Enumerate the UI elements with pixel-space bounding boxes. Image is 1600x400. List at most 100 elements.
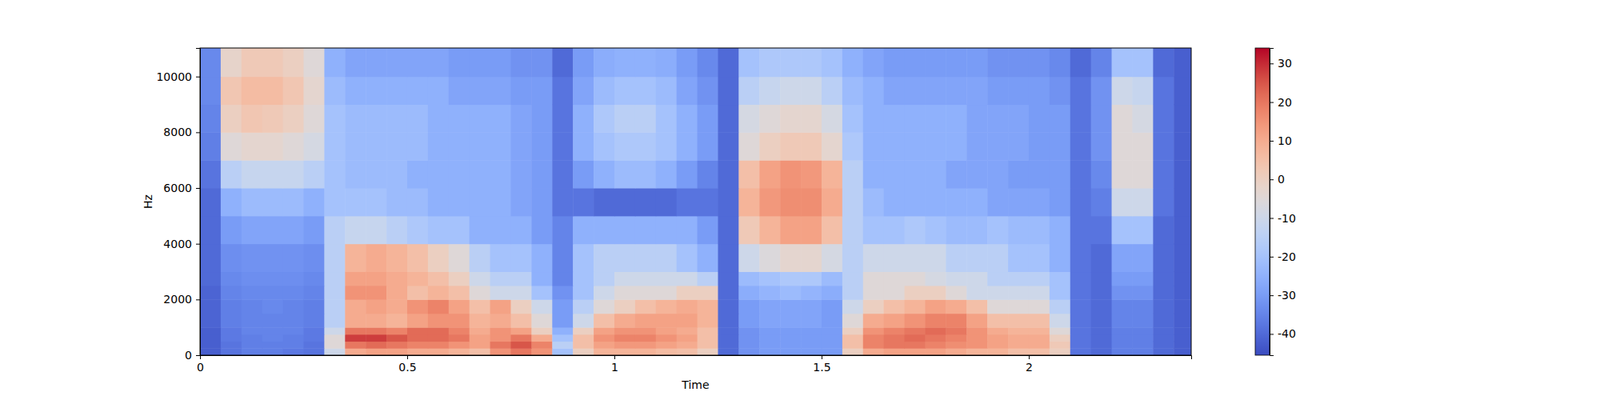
cell	[593, 132, 615, 160]
cell	[738, 334, 760, 342]
cell	[945, 104, 967, 133]
cell	[904, 216, 926, 244]
colorbar-tick-label: 10	[1277, 134, 1292, 148]
cell	[593, 334, 615, 342]
cell	[510, 48, 532, 77]
colorbar-tick-label: 0	[1277, 172, 1285, 186]
cell	[1132, 132, 1153, 160]
cell	[428, 104, 449, 133]
cell	[1152, 48, 1174, 77]
cell	[344, 341, 366, 349]
cell	[738, 285, 760, 300]
cell	[863, 327, 884, 335]
cell	[262, 272, 284, 287]
cell	[1152, 334, 1174, 342]
cell	[717, 216, 739, 244]
cell	[1070, 327, 1092, 335]
cell	[821, 48, 843, 77]
cell	[365, 341, 387, 349]
cell	[863, 216, 884, 244]
cell	[552, 334, 573, 342]
cell	[220, 216, 242, 244]
cell	[676, 348, 698, 356]
cell	[780, 285, 801, 300]
cell	[863, 348, 884, 356]
cell	[842, 160, 864, 188]
cell	[220, 48, 242, 77]
cell	[800, 104, 822, 133]
cell	[987, 132, 1008, 160]
cell	[386, 348, 408, 356]
cell	[697, 299, 719, 314]
cell	[884, 216, 905, 244]
cell	[407, 48, 428, 77]
cell	[1173, 216, 1192, 244]
x-tick: 1	[611, 355, 619, 374]
cell	[676, 272, 698, 287]
cell	[510, 104, 532, 133]
cell	[386, 244, 408, 272]
cell	[780, 272, 801, 287]
cell	[800, 76, 822, 105]
cell	[324, 76, 345, 105]
cell	[220, 104, 242, 133]
cell	[407, 132, 428, 160]
cell	[593, 188, 615, 216]
cell	[945, 48, 967, 77]
cell	[1091, 327, 1112, 335]
cell	[490, 244, 512, 272]
cell	[220, 76, 242, 105]
cell	[1132, 76, 1153, 105]
cell	[697, 244, 719, 272]
cell	[656, 48, 677, 77]
cell	[759, 348, 780, 356]
cell	[344, 188, 366, 216]
cell	[386, 48, 408, 77]
cell	[1132, 285, 1153, 300]
cell	[1152, 299, 1174, 314]
cell	[780, 327, 801, 335]
cell	[987, 76, 1008, 105]
cell	[863, 160, 884, 188]
cell	[241, 299, 263, 314]
cell	[800, 341, 822, 349]
cell	[1070, 160, 1092, 188]
cell	[593, 348, 615, 356]
cell	[365, 76, 387, 105]
cell	[428, 272, 449, 287]
cell	[945, 348, 967, 356]
cell	[1132, 216, 1153, 244]
cell	[1028, 244, 1050, 272]
cell	[614, 160, 636, 188]
cell	[904, 327, 926, 335]
cell	[200, 48, 221, 77]
cell	[676, 188, 698, 216]
cell	[1028, 327, 1050, 335]
cell	[593, 244, 615, 272]
cell	[324, 244, 345, 272]
cell	[469, 160, 491, 188]
cell	[407, 244, 428, 272]
cell	[987, 104, 1008, 133]
cell	[593, 216, 615, 244]
cell	[717, 76, 739, 105]
cell	[303, 272, 324, 287]
cell	[1091, 216, 1112, 244]
cell	[966, 272, 988, 287]
cell	[717, 160, 739, 188]
cell	[324, 313, 345, 328]
cell	[344, 216, 366, 244]
cell	[676, 313, 698, 328]
y-tick-label: 10000	[156, 70, 192, 84]
cell	[386, 327, 408, 335]
cell	[697, 285, 719, 300]
cell	[531, 341, 552, 349]
cell	[448, 216, 470, 244]
cell	[200, 216, 221, 244]
cell	[531, 104, 552, 133]
y-tick-label: 6000	[163, 181, 192, 195]
cell	[469, 348, 491, 356]
colorbar-axis: -40-30-20-100102030	[1269, 48, 1296, 356]
y-tick: 8000	[163, 125, 200, 139]
cell	[904, 299, 926, 314]
